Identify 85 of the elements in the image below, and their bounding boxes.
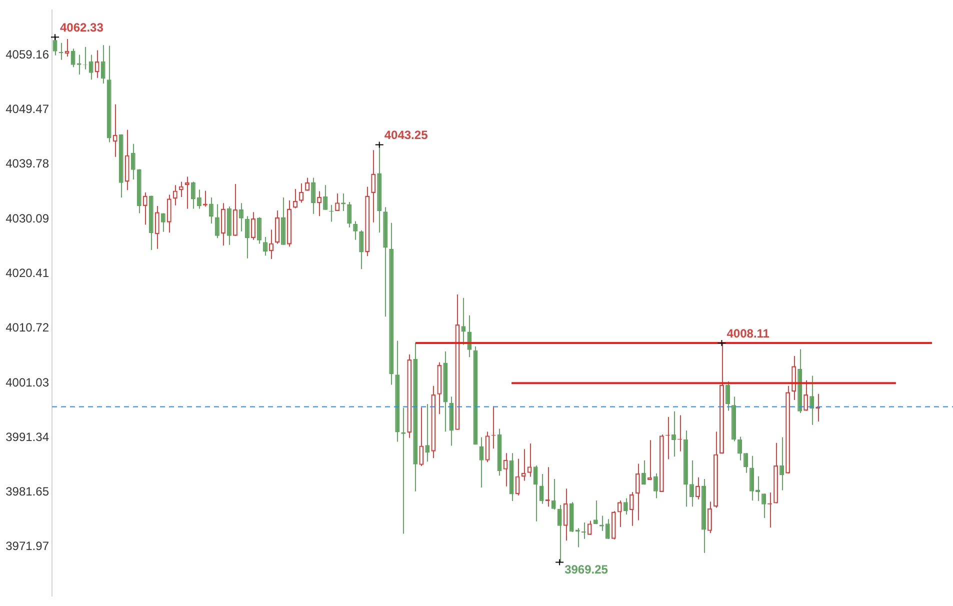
candlestick xyxy=(425,403,430,462)
candlestick xyxy=(485,431,490,463)
annotation: 4043.25 xyxy=(384,128,428,142)
candlestick xyxy=(220,202,226,246)
candlestick xyxy=(305,177,310,192)
y-tick-label: 4030.09 xyxy=(6,211,50,226)
candlestick xyxy=(184,176,190,210)
candlestick xyxy=(629,491,634,526)
candlestick xyxy=(166,194,172,233)
candlestick xyxy=(762,493,766,518)
candlestick xyxy=(178,181,184,198)
candlestick xyxy=(94,50,100,78)
candlestick xyxy=(671,410,676,457)
candlestick xyxy=(323,184,328,210)
candlestick xyxy=(88,54,94,80)
candlestick xyxy=(744,452,748,474)
candlestick xyxy=(587,520,592,536)
candlestick xyxy=(563,488,568,542)
candlestick xyxy=(726,380,730,412)
candlestick xyxy=(653,472,658,499)
candlestick xyxy=(100,44,106,84)
candlestick xyxy=(557,504,562,563)
candlestick xyxy=(780,436,784,491)
candlestick xyxy=(299,182,304,204)
candlestick xyxy=(317,190,322,217)
candlestick xyxy=(250,212,256,240)
candlestick xyxy=(293,188,298,209)
candlestick xyxy=(521,448,526,482)
candlestick xyxy=(677,414,682,452)
candlestick xyxy=(256,216,262,244)
y-tick-label: 3991.34 xyxy=(6,430,50,444)
candlestick xyxy=(335,193,340,212)
candlestick xyxy=(539,473,544,504)
candlestick xyxy=(647,440,652,481)
candlestick xyxy=(190,181,196,210)
y-tick-label: 4001.03 xyxy=(6,375,50,390)
candlestick xyxy=(551,478,556,510)
candlestick xyxy=(359,230,364,270)
y-tick-label: 4059.16 xyxy=(6,47,50,62)
candlestick xyxy=(750,455,754,501)
candlestick xyxy=(533,464,538,522)
candlestick xyxy=(142,192,148,226)
candlestick xyxy=(605,518,610,540)
candlestick xyxy=(347,202,352,228)
candlestick xyxy=(804,380,808,412)
candlestick xyxy=(196,189,202,210)
candlestick xyxy=(262,236,268,256)
candlestick xyxy=(623,498,628,516)
candlestick xyxy=(208,197,214,224)
candlestick xyxy=(515,458,520,496)
annotation: 3969.25 xyxy=(564,562,608,577)
candlestick xyxy=(503,452,508,487)
candlestick xyxy=(635,463,640,521)
candlestick xyxy=(479,436,484,488)
candlestick xyxy=(419,406,424,467)
candlestick xyxy=(214,204,220,239)
candlestick xyxy=(112,104,118,158)
candlestick xyxy=(371,150,376,223)
candlestick xyxy=(353,220,358,240)
y-tick-label: 4010.72 xyxy=(6,320,50,335)
candlestick xyxy=(64,38,70,57)
y-tick-label: 4020.41 xyxy=(6,266,50,280)
candlestick xyxy=(707,501,712,534)
candlestick xyxy=(238,202,244,232)
y-tick-label: 3981.65 xyxy=(6,484,50,499)
candlestick xyxy=(244,216,250,259)
candlestick xyxy=(172,184,178,206)
candlestick xyxy=(641,460,646,486)
candlestick xyxy=(160,212,166,232)
candlestick xyxy=(130,143,136,180)
candlestick xyxy=(52,36,58,56)
candlestick xyxy=(268,229,274,260)
candlestick xyxy=(695,476,700,500)
y-tick-label: 4039.78 xyxy=(6,156,50,171)
candlestick xyxy=(275,210,280,244)
candlestick xyxy=(154,205,160,250)
candlestick xyxy=(311,177,316,214)
y-tick-label: 4049.47 xyxy=(6,102,50,116)
candlestick xyxy=(689,460,694,508)
candlestick xyxy=(738,436,742,461)
candlestick xyxy=(617,500,622,528)
annotation: 4008.11 xyxy=(726,326,770,340)
annotation: 4062.33 xyxy=(60,20,104,34)
candlestick xyxy=(70,48,76,68)
y-tick-label: 3971.97 xyxy=(6,539,50,554)
